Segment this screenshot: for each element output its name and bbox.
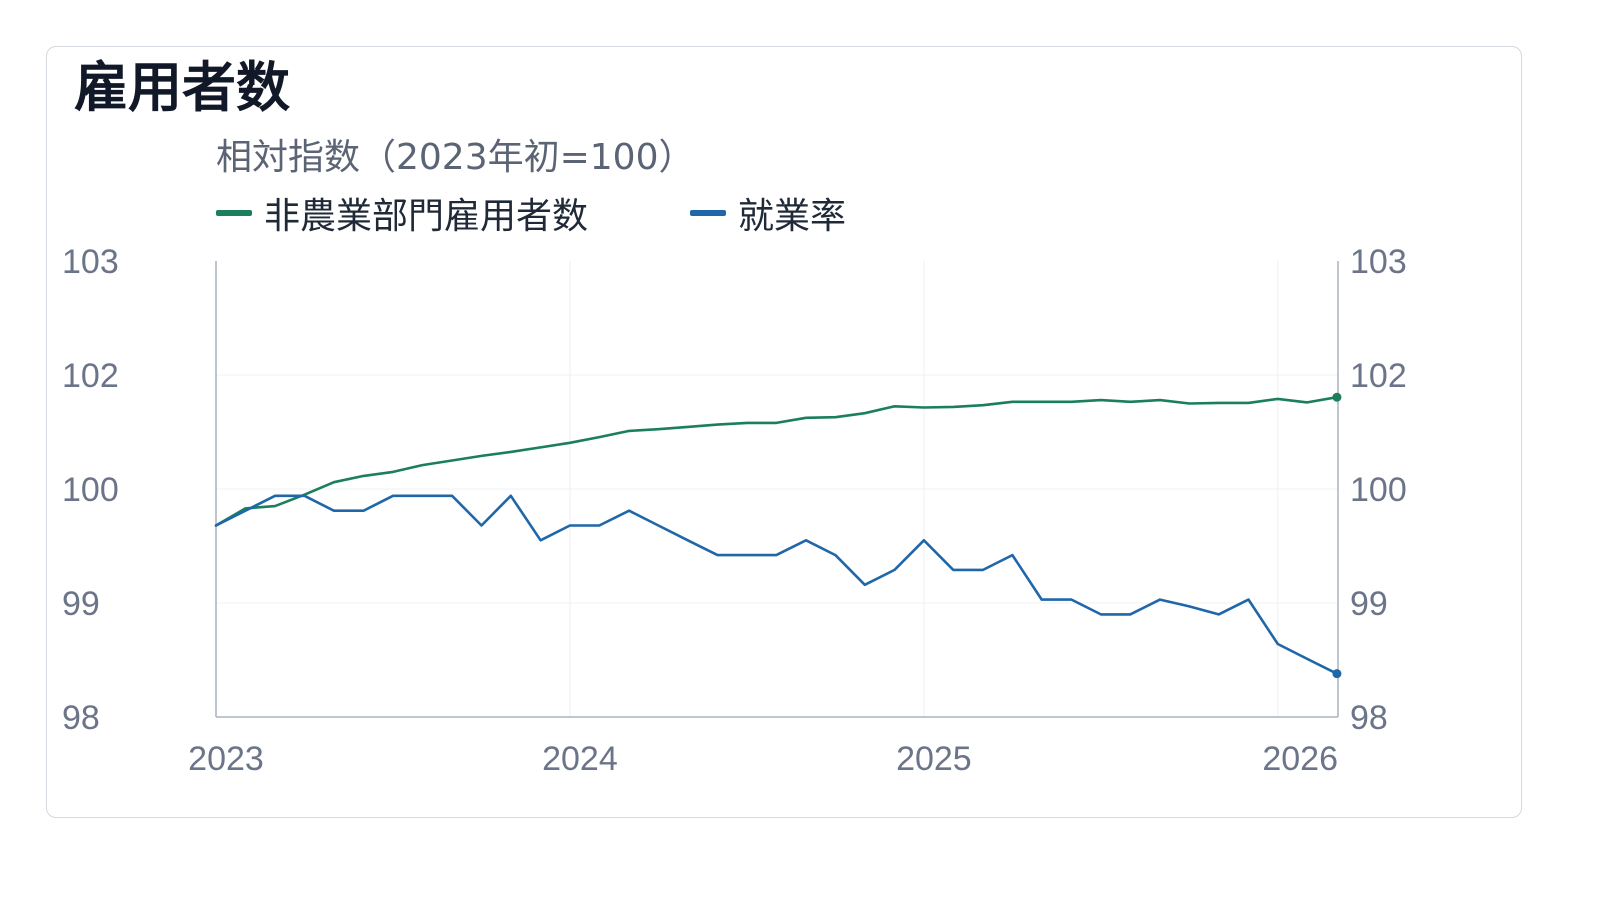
- y-tick-label-left: 103: [62, 243, 119, 281]
- chart-subtitle: 相対指数（2023年初=100）: [216, 137, 695, 178]
- y-tick-label-right: 103: [1350, 243, 1407, 281]
- series-end-marker-employment-rate: [1332, 669, 1342, 679]
- y-tick-label-left: 102: [62, 357, 119, 395]
- legend-swatch-employment-rate: [690, 210, 726, 216]
- x-tick-label: 2024: [542, 740, 618, 778]
- x-tick-label: 2025: [896, 740, 972, 778]
- legend-item-payrolls: 非農業部門雇用者数: [216, 190, 589, 237]
- chart-title: 雇用者数: [74, 56, 290, 119]
- y-tick-label-left: 99: [62, 585, 100, 623]
- legend-item-employment-rate: 就業率: [690, 190, 847, 237]
- legend-label-employment-rate: 就業率: [738, 196, 847, 237]
- y-tick-label-right: 99: [1350, 585, 1388, 623]
- chart-card: [46, 46, 1522, 818]
- y-tick-label-right: 98: [1350, 699, 1388, 737]
- legend-swatch-payrolls: [216, 210, 252, 216]
- y-tick-label-right: 102: [1350, 357, 1407, 395]
- y-tick-label-left: 98: [62, 699, 100, 737]
- x-tick-label: 2026: [1262, 740, 1338, 778]
- y-tick-label-left: 100: [62, 471, 119, 509]
- series-line-employment-rate: [214, 494, 1339, 676]
- legend-label-payrolls: 非農業部門雇用者数: [264, 196, 589, 237]
- y-tick-label-right: 100: [1350, 471, 1407, 509]
- series-end-marker-payrolls: [1332, 392, 1342, 402]
- series-line-payrolls: [214, 395, 1339, 527]
- x-tick-label: 2023: [188, 740, 264, 778]
